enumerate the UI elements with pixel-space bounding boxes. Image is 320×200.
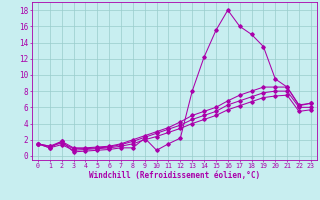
X-axis label: Windchill (Refroidissement éolien,°C): Windchill (Refroidissement éolien,°C) [89,171,260,180]
